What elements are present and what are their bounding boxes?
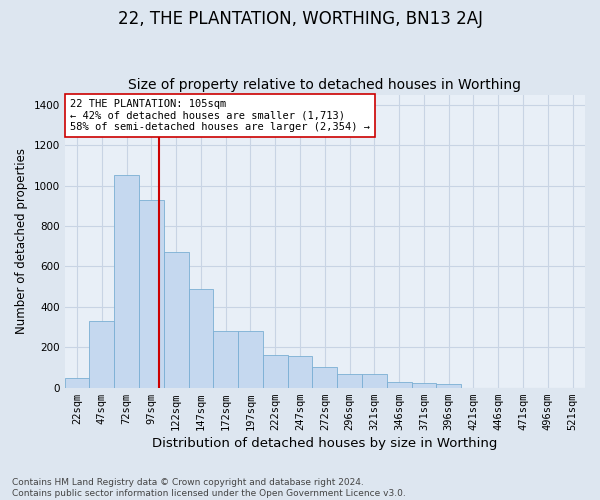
- Bar: [313, 368, 337, 388]
- Text: 22, THE PLANTATION, WORTHING, BN13 2AJ: 22, THE PLANTATION, WORTHING, BN13 2AJ: [118, 10, 482, 28]
- Bar: [287, 356, 313, 388]
- Bar: [164, 252, 188, 388]
- Text: 22 THE PLANTATION: 105sqm
← 42% of detached houses are smaller (1,713)
58% of se: 22 THE PLANTATION: 105sqm ← 42% of detac…: [70, 99, 370, 132]
- Bar: [89, 321, 114, 388]
- Text: Contains HM Land Registry data © Crown copyright and database right 2024.
Contai: Contains HM Land Registry data © Crown c…: [12, 478, 406, 498]
- Bar: [114, 176, 139, 388]
- Bar: [65, 378, 89, 388]
- Bar: [412, 382, 436, 388]
- Y-axis label: Number of detached properties: Number of detached properties: [15, 148, 28, 334]
- Bar: [139, 200, 164, 388]
- X-axis label: Distribution of detached houses by size in Worthing: Distribution of detached houses by size …: [152, 437, 497, 450]
- Bar: [238, 331, 263, 388]
- Bar: [214, 331, 238, 388]
- Bar: [337, 374, 362, 388]
- Bar: [263, 356, 287, 388]
- Bar: [387, 382, 412, 388]
- Title: Size of property relative to detached houses in Worthing: Size of property relative to detached ho…: [128, 78, 521, 92]
- Bar: [436, 384, 461, 388]
- Bar: [362, 374, 387, 388]
- Bar: [188, 288, 214, 388]
